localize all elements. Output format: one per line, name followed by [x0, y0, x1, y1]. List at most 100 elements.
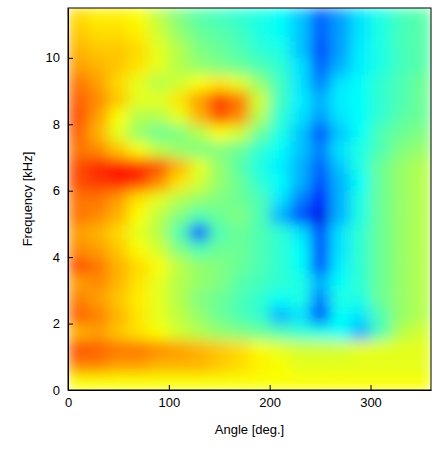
heatmap-cell	[290, 174, 311, 191]
heatmap-cell	[371, 191, 392, 208]
heatmap-cell	[270, 74, 291, 91]
heatmap-cell	[229, 191, 250, 208]
heatmap-cell	[290, 58, 311, 75]
heatmap-cell	[129, 91, 150, 108]
heatmap-cell	[189, 141, 210, 158]
y-tick-label: 4	[53, 250, 60, 265]
heatmap-cell	[391, 357, 412, 374]
heatmap-cell	[189, 91, 210, 108]
heatmap-cell	[310, 91, 331, 108]
heatmap-cell	[229, 157, 250, 174]
heatmap-cell	[149, 141, 170, 158]
heatmap-cell	[411, 141, 431, 158]
heatmap-cell	[129, 207, 150, 224]
heatmap-cell	[371, 74, 392, 91]
heatmap-cell	[330, 124, 351, 141]
heatmap-cell	[290, 191, 311, 208]
heatmap-cell	[270, 124, 291, 141]
heatmap-cell	[411, 174, 431, 191]
heatmap-cell	[149, 25, 170, 42]
heatmap-cell	[270, 290, 291, 307]
heatmap-cell	[310, 340, 331, 357]
heatmap-cell	[189, 74, 210, 91]
heatmap-cell	[209, 174, 230, 191]
heatmap-cell	[350, 8, 371, 25]
heatmap-cell	[68, 74, 89, 91]
heatmap-cell	[350, 257, 371, 274]
heatmap-cell	[88, 274, 109, 291]
plot: 01002003000246810Angle [deg.]Frequency […	[20, 8, 432, 437]
heatmap-cell	[250, 91, 271, 108]
heatmap-cell	[270, 91, 291, 108]
y-axis: 0246810	[46, 9, 73, 398]
heatmap-cell	[129, 41, 150, 58]
heatmap-cell	[350, 108, 371, 125]
heatmap-cell	[391, 290, 412, 307]
heatmap-cell	[371, 8, 392, 25]
heatmap-cell	[250, 373, 271, 390]
heatmap-cell	[88, 340, 109, 357]
heatmap-cell	[209, 307, 230, 324]
heatmap-cell	[169, 257, 190, 274]
heatmap-cell	[68, 157, 89, 174]
heatmap-cell	[229, 207, 250, 224]
x-tick-mark	[270, 385, 271, 390]
heatmap-cell	[209, 91, 230, 108]
heatmap-cell	[290, 357, 311, 374]
heatmap-cell	[229, 91, 250, 108]
heatmap-cell	[189, 58, 210, 75]
heatmap-cell	[108, 191, 129, 208]
x-tick: 100	[158, 385, 180, 410]
heatmap-cell	[250, 307, 271, 324]
heatmap-cell	[350, 141, 371, 158]
heatmap-cell	[270, 41, 291, 58]
heatmap-cell	[290, 74, 311, 91]
x-tick-mark	[371, 385, 372, 390]
heatmap-cell	[209, 290, 230, 307]
heatmap-cell	[149, 191, 170, 208]
y-tick: 4	[53, 250, 73, 265]
heatmap-cell	[411, 241, 431, 258]
heatmap-cell	[330, 74, 351, 91]
heatmap-cell	[250, 108, 271, 125]
heatmap-cell	[330, 58, 351, 75]
heatmap-cell	[189, 290, 210, 307]
heatmap-cell	[68, 141, 89, 158]
heatmap-cell	[169, 241, 190, 258]
heatmap-cell	[290, 25, 311, 42]
heatmap-cell	[310, 373, 331, 390]
heatmap-cell	[371, 124, 392, 141]
heatmap-cell	[169, 141, 190, 158]
heatmap-cell	[88, 373, 109, 390]
heatmap-cell	[330, 91, 351, 108]
heatmap-cell	[189, 340, 210, 357]
heatmap-cell	[310, 207, 331, 224]
heatmap-cell	[88, 74, 109, 91]
heatmap-cell	[88, 108, 109, 125]
heatmap-cell	[310, 257, 331, 274]
heatmap-cell	[189, 191, 210, 208]
heatmap-cell	[411, 307, 431, 324]
heatmap-cell	[209, 373, 230, 390]
heatmap-cell	[88, 191, 109, 208]
heatmap-cell	[229, 124, 250, 141]
heatmap-cell	[129, 157, 150, 174]
y-tick: 10	[46, 50, 73, 65]
heatmap-cell	[129, 257, 150, 274]
heatmap-cell	[250, 191, 271, 208]
heatmap-cell	[68, 191, 89, 208]
heatmap-cell	[270, 25, 291, 42]
heatmap-cell	[250, 58, 271, 75]
heatmap-cell	[108, 74, 129, 91]
heatmap-cell	[68, 357, 89, 374]
heatmap-cell	[330, 340, 351, 357]
x-axis-title: Angle [deg.]	[215, 422, 284, 437]
heatmap-cell	[330, 41, 351, 58]
y-tick-mark	[68, 390, 73, 391]
heatmap-cell	[411, 340, 431, 357]
heatmap-cell	[68, 274, 89, 291]
heatmap-cell	[310, 274, 331, 291]
heatmap-cell	[169, 224, 190, 241]
x-tick: 200	[259, 385, 281, 410]
heatmap-cell	[108, 340, 129, 357]
